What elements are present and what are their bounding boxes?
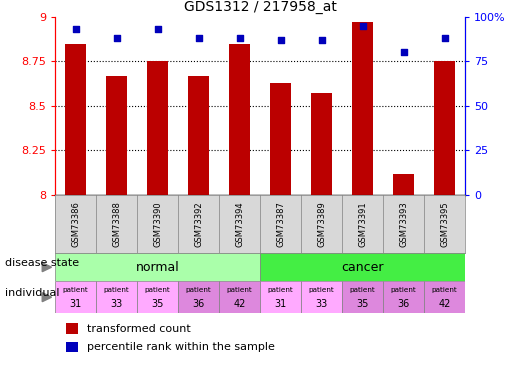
Bar [424,281,465,313]
Text: patient: patient [391,287,417,293]
Bar [342,281,383,313]
Text: 36: 36 [193,299,204,309]
Text: 33: 33 [316,299,328,309]
Bar [260,253,465,281]
Text: GSM73390: GSM73390 [153,201,162,247]
Text: patient: patient [308,287,334,293]
Point [317,37,325,43]
Text: 33: 33 [111,299,123,309]
Text: GSM73386: GSM73386 [71,201,80,247]
Point [235,35,244,41]
Text: 35: 35 [151,299,164,309]
Point [440,35,449,41]
Bar [301,281,342,313]
Text: patient: patient [186,287,212,293]
Text: disease state: disease state [5,258,79,268]
Bar [383,281,424,313]
Bar [311,93,332,195]
Bar [178,281,219,313]
Bar [55,253,260,281]
Text: GSM73391: GSM73391 [358,201,367,247]
Bar [188,76,209,195]
Bar [96,281,137,313]
Text: patient: patient [350,287,375,293]
Text: transformed count: transformed count [87,324,191,334]
Text: GSM73387: GSM73387 [276,201,285,247]
Text: 31: 31 [274,299,287,309]
Text: GSM73393: GSM73393 [399,201,408,247]
Text: GSM73392: GSM73392 [194,201,203,247]
Point [112,35,121,41]
Bar [137,281,178,313]
Point [358,23,367,29]
Text: patient: patient [145,287,170,293]
Text: patient: patient [432,287,457,293]
Text: patient: patient [268,287,294,293]
Text: cancer: cancer [341,261,384,274]
Text: individual: individual [5,288,60,298]
Text: GSM73388: GSM73388 [112,201,121,247]
Text: normal: normal [136,261,179,274]
Text: patient: patient [63,287,89,293]
Text: percentile rank within the sample: percentile rank within the sample [87,342,274,352]
Text: 36: 36 [398,299,409,309]
Bar [260,281,301,313]
Bar [352,22,373,195]
Bar [147,62,168,195]
Point [72,26,80,32]
Bar [229,44,250,195]
Bar [55,281,96,313]
Text: patient: patient [104,287,129,293]
Title: GDS1312 / 217958_at: GDS1312 / 217958_at [184,0,336,15]
Bar [66,323,78,334]
Bar [65,44,86,195]
Polygon shape [42,293,52,302]
Bar [270,83,291,195]
Text: 31: 31 [70,299,82,309]
Text: patient: patient [227,287,252,293]
Text: GSM73395: GSM73395 [440,201,449,247]
Text: 42: 42 [438,299,451,309]
Bar [219,281,260,313]
Point [153,26,162,32]
Text: GSM73389: GSM73389 [317,201,326,247]
Bar [434,62,455,195]
Point [277,37,285,43]
Point [400,50,408,55]
Text: 35: 35 [356,299,369,309]
Bar [393,174,414,195]
Bar [66,342,78,352]
Point [195,35,203,41]
Polygon shape [42,263,52,272]
Text: GSM73394: GSM73394 [235,201,244,247]
Bar [106,76,127,195]
Text: 42: 42 [233,299,246,309]
